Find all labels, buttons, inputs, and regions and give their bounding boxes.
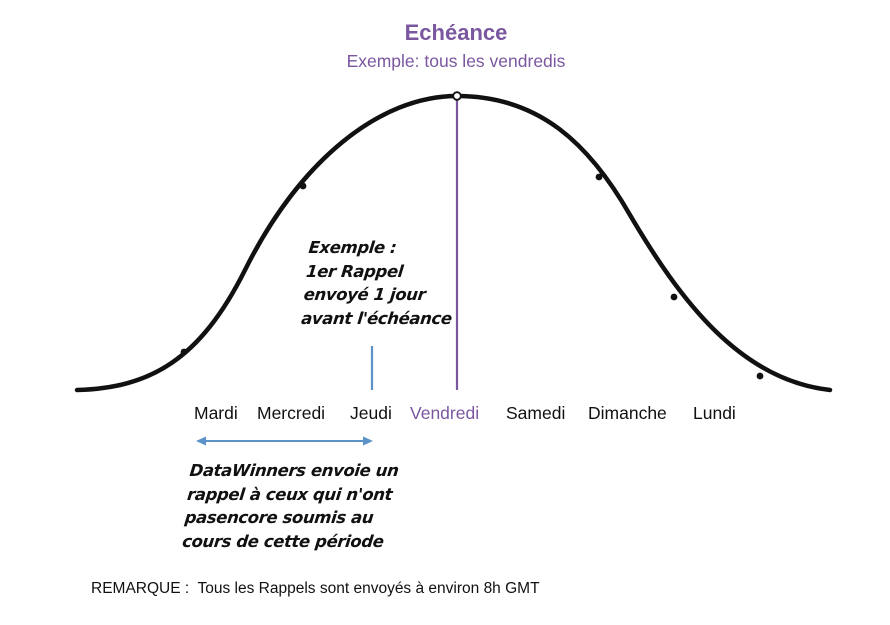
first-reminder-note: Exemple : 1er Rappel envoyé 1 jour avant…	[300, 236, 460, 330]
day-label-jeudi: Jeudi	[350, 403, 392, 423]
day-label-vendredi: Vendredi	[410, 403, 480, 423]
note-line: pasencore soumis au	[183, 508, 375, 527]
curve-point	[756, 372, 764, 380]
remark-text: REMARQUE : Tous les Rappels sont envoyés…	[91, 580, 540, 597]
curve-point	[180, 348, 188, 356]
deadline-title: Echéance	[404, 20, 508, 45]
day-label-mercredi: Mercredi	[257, 403, 326, 423]
reminder-period-note: DataWinners envoie un rappel à ceux qui …	[181, 459, 400, 553]
note-line: cours de cette période	[181, 531, 385, 551]
day-label-samedi: Samedi	[506, 403, 566, 423]
note-line: DataWinners envoie un	[188, 461, 400, 480]
day-label-dimanche: Dimanche	[588, 403, 667, 423]
note-line: envoyé 1 jour	[302, 285, 427, 304]
day-label-lundi: Lundi	[693, 403, 736, 423]
curve-point	[299, 182, 307, 190]
note-line: Exemple :	[307, 238, 398, 257]
arrow-head-left	[196, 436, 206, 446]
deadline-subtitle: Exemple: tous les vendredis	[346, 51, 566, 71]
note-line: rappel à ceux qui n'ont	[186, 484, 394, 504]
deadline-marker-point	[452, 91, 462, 101]
day-label-mardi: Mardi	[194, 403, 238, 423]
curve-point	[670, 293, 678, 301]
curve-point	[595, 173, 603, 181]
arrow-head-right	[363, 436, 373, 446]
note-line: avant l'échéance	[300, 308, 453, 328]
note-line: 1er Rappel	[305, 261, 405, 281]
